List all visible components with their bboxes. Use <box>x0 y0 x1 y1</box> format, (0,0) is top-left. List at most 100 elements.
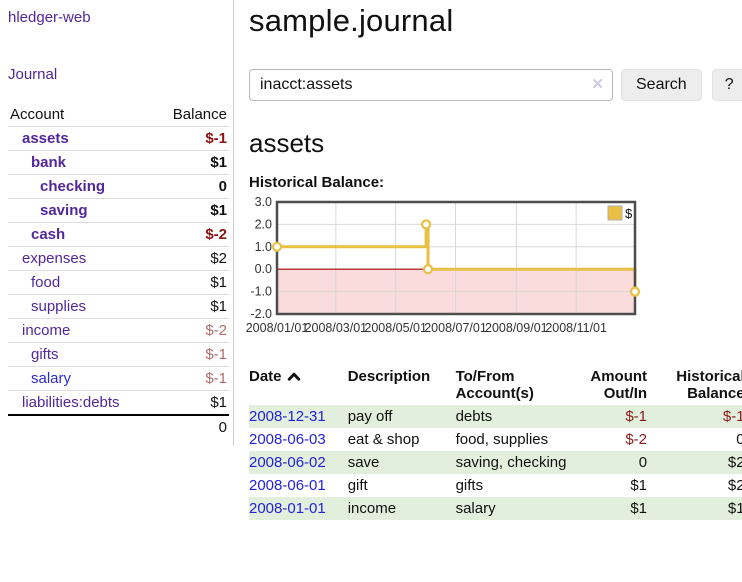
transaction-date-link[interactable]: 2008-01-01 <box>249 499 326 517</box>
account-name-cell: assets <box>8 127 154 151</box>
register-date-cell: 2008-12-31 <box>249 405 348 428</box>
register-row: 2008-06-01 gift gifts $1 $2 <box>249 474 742 497</box>
account-balance: 0 <box>218 178 227 195</box>
register-date-cell: 2008-06-03 <box>249 428 348 451</box>
x-axis-tick-label: 2008/11/01 <box>545 321 607 335</box>
register-row: 2008-06-03 eat & shop food, supplies $-2 0 <box>249 428 742 451</box>
account-balance: $1 <box>210 154 227 171</box>
register-accounts-cell: gifts <box>455 476 484 494</box>
register-date-cell: 2008-01-01 <box>249 497 348 520</box>
account-row: expenses $2 <box>8 246 229 271</box>
register-header-row: Date Description To/From Account(s) Amou… <box>249 365 742 405</box>
register-header-balance: Historical Balance <box>676 367 742 402</box>
account-name-cell: expenses <box>8 247 154 271</box>
accounts-total-value: 0 <box>218 419 227 436</box>
account-row: salary $-1 <box>8 366 229 391</box>
sidebar-account-link-saving[interactable]: saving <box>40 202 88 219</box>
register-description-cell: save <box>347 453 380 471</box>
data-point-marker[interactable] <box>629 286 641 297</box>
register-amount-cell: $1 <box>630 499 648 517</box>
y-axis-tick-label: 1.0 <box>255 239 272 253</box>
register-row: 2008-12-31 pay off debts $-1 $-1 <box>249 404 742 428</box>
account-row: gifts $-1 <box>8 342 229 367</box>
data-point-marker[interactable] <box>271 241 283 252</box>
register-balance-cell: 0 <box>736 430 742 448</box>
account-row: cash $-2 <box>8 222 229 247</box>
historical-balance-chart-box: $3.0 2.0 1.0 0.0 -1.0 -2.0 2008/01/01 2008/03/0… <box>246 195 742 342</box>
register-date-cell: 2008-06-01 <box>249 474 348 497</box>
account-balance: $-2 <box>205 322 227 339</box>
transaction-date-link[interactable]: 2008-06-01 <box>249 476 326 494</box>
register-amount-cell: $-2 <box>625 430 648 448</box>
x-axis-tick-label: 2008/07/01 <box>424 321 487 335</box>
sidebar-account-link-checking[interactable]: checking <box>40 178 106 195</box>
account-balance: $1 <box>210 394 227 411</box>
register-description-cell: gift <box>347 476 368 494</box>
sidebar-account-link-food[interactable]: food <box>31 274 61 291</box>
register-date-cell: 2008-06-02 <box>249 451 348 474</box>
sidebar-account-link-salary[interactable]: salary <box>31 370 72 387</box>
account-balance: $-1 <box>205 370 227 387</box>
y-axis-tick-label: -1.0 <box>250 284 272 298</box>
sidebar-item-journal[interactable]: Journal <box>8 66 58 83</box>
register-header-date[interactable]: Date <box>249 365 348 405</box>
account-row: assets $-1 <box>8 126 229 151</box>
sidebar-account-link-gifts[interactable]: gifts <box>31 346 59 363</box>
account-row: liabilities:debts $1 <box>8 390 229 416</box>
register-amount-cell: $-1 <box>625 407 648 425</box>
register-description-cell: eat & shop <box>347 430 420 448</box>
account-name-cell: food <box>8 271 154 295</box>
search-bar: ✕ Search ? <box>249 68 742 101</box>
sidebar-account-link-income[interactable]: income <box>22 322 71 339</box>
historical-balance-chart: $3.0 2.0 1.0 0.0 -1.0 -2.02008/01/012008/03/0… <box>246 195 641 335</box>
register-balance-cell: $2 <box>727 453 742 471</box>
sidebar-account-link-bank[interactable]: bank <box>31 154 67 171</box>
register-amount-cell: $1 <box>630 476 648 494</box>
sidebar-account-link-cash[interactable]: cash <box>31 226 66 243</box>
transaction-date-link[interactable]: 2008-06-03 <box>249 430 326 448</box>
search-help-button[interactable]: ? <box>711 68 742 101</box>
search-input[interactable] <box>249 68 613 101</box>
register-balance-cell: $2 <box>727 476 742 494</box>
sort-ascending-icon <box>287 372 300 381</box>
chart-label: Historical Balance: <box>249 173 385 191</box>
account-balance: $-2 <box>205 226 227 243</box>
clear-search-icon[interactable]: ✕ <box>591 75 604 93</box>
account-name-cell: checking <box>8 175 154 199</box>
account-balance: $1 <box>210 202 227 219</box>
sidebar-account-link-assets[interactable]: assets <box>22 130 69 147</box>
transaction-date-link[interactable]: 2008-12-31 <box>249 407 326 425</box>
page-title: sample.journal <box>249 3 454 38</box>
account-name-cell: saving <box>8 199 154 223</box>
data-point-marker[interactable] <box>420 218 432 230</box>
sidebar-account-link-liabilities-debts[interactable]: liabilities:debts <box>22 394 120 411</box>
register-table: Date Description To/From Account(s) Amou… <box>249 365 742 520</box>
account-row: saving $1 <box>8 198 229 223</box>
account-name-cell: gifts <box>8 343 154 367</box>
account-name-cell: supplies <box>8 295 154 319</box>
accounts-table-body: assets $-1 bank $1 checking 0 saving $1 cash $-2 e… <box>8 126 229 416</box>
account-balance: $1 <box>210 274 227 291</box>
account-row: supplies $1 <box>8 294 229 319</box>
account-balance: $-1 <box>205 130 227 147</box>
account-name-cell: salary <box>8 367 154 391</box>
accounts-total-spacer <box>8 415 154 439</box>
register-header-accounts: To/From Account(s) <box>455 367 534 402</box>
register-amount-cell: 0 <box>638 453 648 471</box>
search-button[interactable]: Search <box>621 68 702 101</box>
sidebar-account-link-supplies[interactable]: supplies <box>31 298 87 315</box>
y-axis-tick-label: -2.0 <box>250 307 272 321</box>
data-point-marker[interactable] <box>422 263 434 274</box>
app-brand-link[interactable]: hledger-web <box>8 9 91 26</box>
register-table-body: 2008-12-31 pay off debts $-1 $-1 2008-06-03 ea… <box>249 404 742 520</box>
account-row: bank $1 <box>8 150 229 175</box>
transaction-date-link[interactable]: 2008-06-02 <box>249 453 326 471</box>
app: hledger-web Journal Account Balance asse… <box>0 0 742 520</box>
sidebar-account-link-expenses[interactable]: expenses <box>22 250 87 267</box>
x-axis-tick-label: 2008/01/01 <box>246 321 309 335</box>
y-axis-tick-label: 0.0 <box>255 262 272 276</box>
register-header-amount: Amount Out/In <box>590 367 648 402</box>
search-input-wrap: ✕ <box>249 68 613 101</box>
accounts-header-balance: Balance <box>172 106 227 123</box>
sidebar-inner: hledger-web Journal Account Balance asse… <box>0 0 234 446</box>
